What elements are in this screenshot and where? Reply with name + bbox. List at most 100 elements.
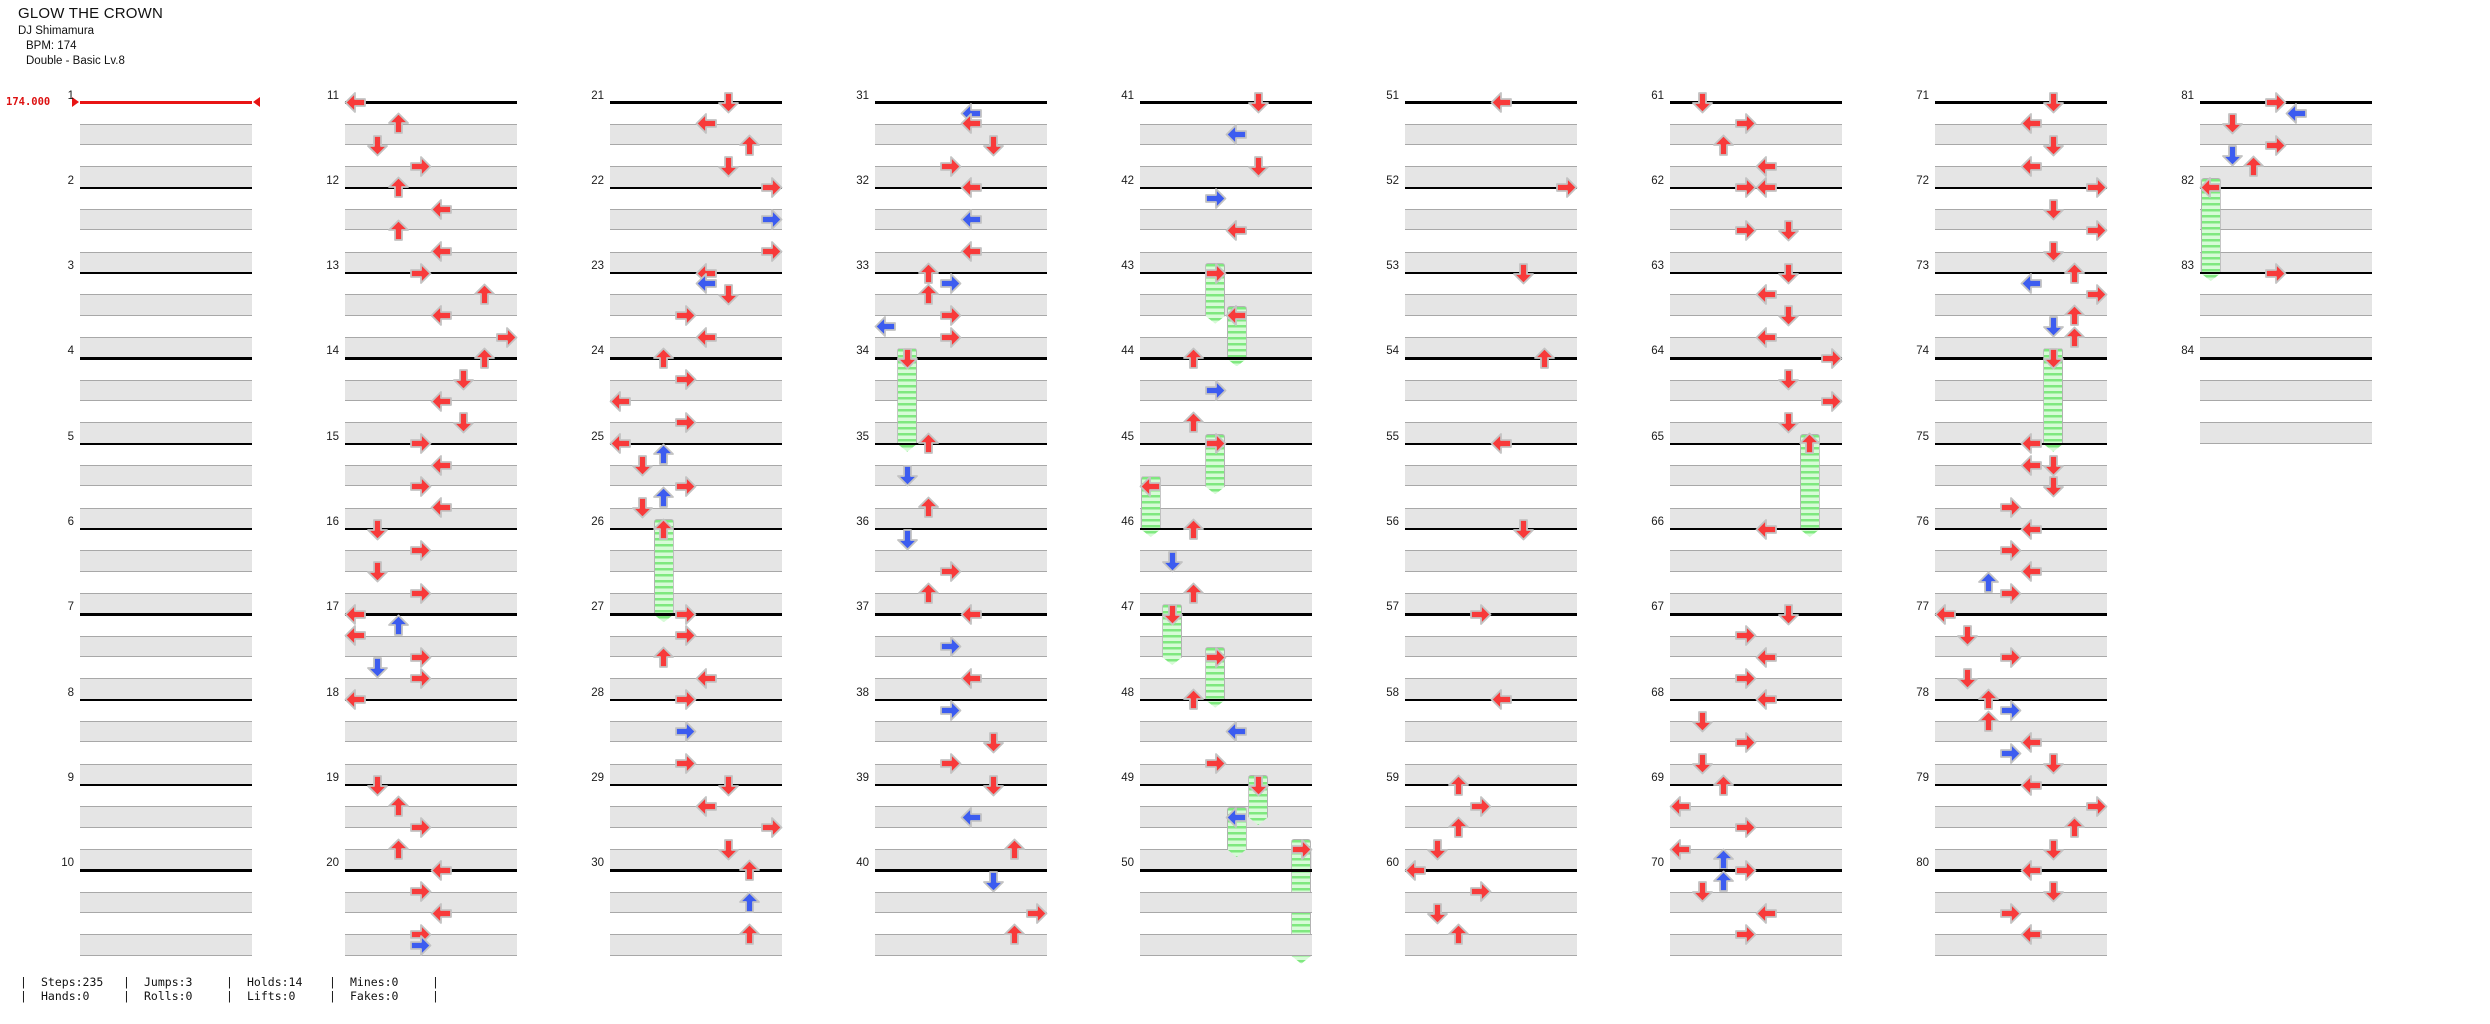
measure-number: 29 — [591, 772, 604, 785]
tap-arrow-blue — [939, 699, 962, 722]
beat-band — [875, 934, 1047, 956]
tap-arrow-blue — [2042, 315, 2065, 338]
beat-band — [1935, 379, 2107, 402]
measure-line — [1140, 783, 1312, 787]
tap-arrow-red — [1734, 859, 1757, 882]
beat-band — [610, 934, 782, 956]
tap-arrow-red — [1490, 432, 1513, 455]
beat-band — [80, 209, 252, 231]
stats-row-1: | Steps:235 | Jumps:3 | Holds:14 | Mines… — [20, 975, 439, 989]
tap-arrow-red — [717, 838, 740, 861]
beat-band — [1670, 806, 1842, 828]
stats-separator: | — [226, 989, 233, 1003]
measure-number: 65 — [1651, 430, 1664, 443]
hold-head-arrow — [1225, 806, 1248, 829]
tap-arrow-red — [409, 816, 432, 839]
tap-arrow-red — [1820, 390, 1843, 413]
measure-number: 72 — [1916, 174, 1929, 187]
tap-arrow-red — [1777, 603, 1800, 626]
measure-line — [1670, 613, 1842, 616]
tap-arrow-red — [1999, 539, 2022, 562]
tap-arrow-red — [366, 134, 389, 157]
stats-separator: | — [123, 975, 130, 989]
beat-band — [1405, 635, 1577, 658]
beat-band — [1140, 891, 1312, 914]
hold-head-arrow — [1139, 475, 1162, 498]
tap-arrow-blue — [387, 614, 410, 637]
tap-arrow-red — [1755, 176, 1778, 199]
beat-band — [1140, 934, 1312, 956]
tap-arrow-red — [2020, 112, 2043, 135]
measure-number: 73 — [1916, 260, 1929, 273]
tap-arrow-red — [1182, 411, 1205, 434]
tap-arrow-red — [1691, 880, 1714, 903]
tap-arrow-red — [1734, 923, 1757, 946]
measure-number: 84 — [2181, 345, 2194, 358]
tap-arrow-red — [2020, 518, 2043, 541]
measure-number: 52 — [1386, 174, 1399, 187]
measure-number: 80 — [1916, 857, 1929, 870]
beat-band — [1935, 721, 2107, 743]
tap-arrow-red — [1777, 304, 1800, 327]
measure-line — [1670, 783, 1842, 787]
beat-band — [610, 550, 782, 572]
beat-band — [1140, 166, 1312, 188]
tap-arrow-red — [1734, 816, 1757, 839]
beat-band — [1405, 721, 1577, 743]
tap-arrow-red — [1777, 411, 1800, 434]
beat-band — [1405, 763, 1577, 786]
measure-number: 8 — [67, 686, 74, 699]
tap-arrow-blue — [652, 486, 675, 509]
tap-arrow-blue — [1977, 571, 2000, 594]
beat-band — [80, 891, 252, 914]
tap-arrow-red — [2042, 454, 2065, 477]
tap-arrow-red — [2085, 219, 2108, 242]
measure-line — [610, 527, 782, 531]
tap-arrow-red — [1977, 688, 2000, 711]
measure-line — [1140, 698, 1312, 701]
tap-arrow-red — [1691, 752, 1714, 775]
beat-band — [80, 465, 252, 487]
beat-band — [80, 294, 252, 316]
bpm-value-label: 174.000 — [6, 95, 51, 108]
tap-arrow-red — [1490, 688, 1513, 711]
beat-band — [1935, 934, 2107, 956]
tap-arrow-blue — [939, 635, 962, 658]
tap-arrow-red — [387, 112, 410, 135]
measure-number: 35 — [856, 430, 869, 443]
stats-separator: | — [226, 975, 233, 989]
tap-arrow-red — [1755, 326, 1778, 349]
tap-arrow-red — [717, 283, 740, 306]
tap-arrow-red — [1469, 795, 1492, 818]
tap-arrow-red — [631, 454, 654, 477]
measure-line — [80, 186, 252, 189]
tap-arrow-red — [1669, 838, 1692, 861]
measure-number: 6 — [67, 516, 74, 529]
tap-arrow-red — [430, 198, 453, 221]
beat-band — [1405, 123, 1577, 146]
tap-arrow-red — [2242, 155, 2265, 178]
tap-arrow-blue — [2221, 144, 2244, 167]
tap-arrow-red — [409, 432, 432, 455]
measure-line — [1935, 613, 2107, 616]
tap-arrow-red — [960, 240, 983, 263]
beat-band — [2200, 379, 2372, 402]
tap-arrow-red — [1182, 582, 1205, 605]
tap-arrow-red — [2042, 91, 2065, 114]
hold-head-arrow — [896, 347, 919, 370]
bpm-line — [80, 101, 252, 104]
tap-arrow-blue — [760, 208, 783, 231]
tap-arrow-red — [366, 774, 389, 797]
tap-arrow-red — [344, 603, 367, 626]
beat-band — [1670, 550, 1842, 572]
beat-band — [1935, 123, 2107, 146]
tap-arrow-red — [1734, 219, 1757, 242]
tap-arrow-red — [760, 240, 783, 263]
measure-number: 59 — [1386, 772, 1399, 785]
tap-arrow-red — [1956, 667, 1979, 690]
tap-arrow-red — [1247, 155, 1270, 178]
measure-number: 30 — [591, 857, 604, 870]
measure-number: 36 — [856, 516, 869, 529]
tap-arrow-red — [939, 304, 962, 327]
